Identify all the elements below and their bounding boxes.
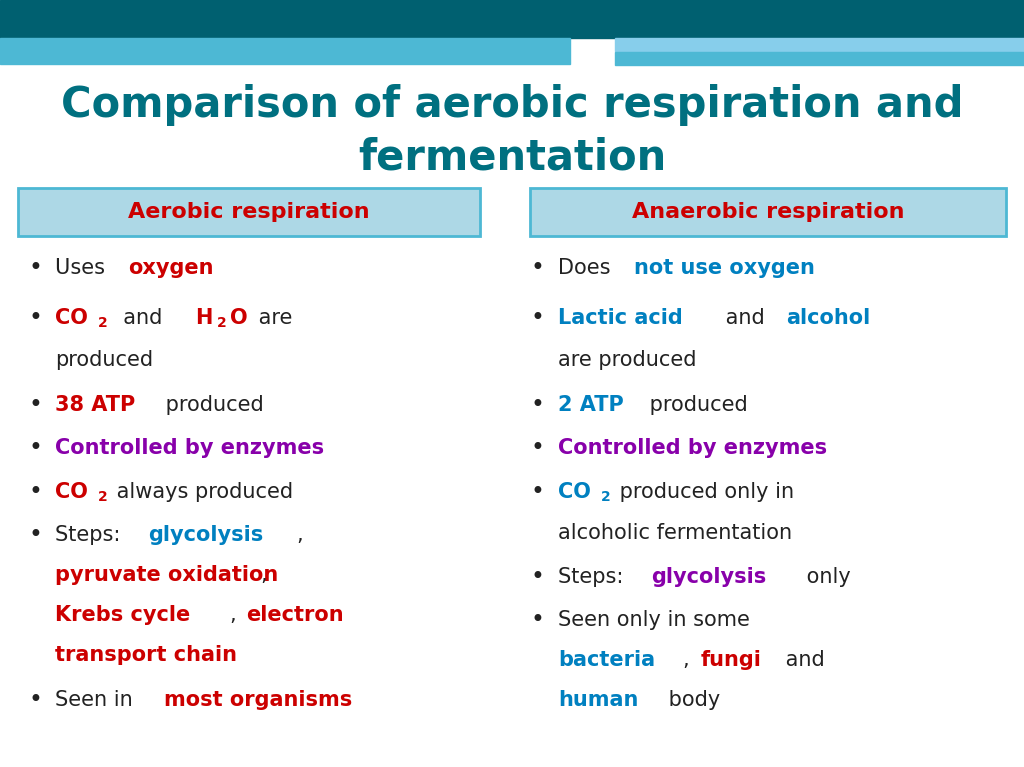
Text: •: • <box>28 688 42 712</box>
Text: 2: 2 <box>217 316 227 330</box>
FancyBboxPatch shape <box>530 188 1006 236</box>
Text: and: and <box>719 308 771 328</box>
Text: 38 ATP: 38 ATP <box>55 395 135 415</box>
Text: produced: produced <box>55 350 154 370</box>
Text: Aerobic respiration: Aerobic respiration <box>128 202 370 222</box>
Text: CO: CO <box>55 308 88 328</box>
Text: Controlled by enzymes: Controlled by enzymes <box>55 438 325 458</box>
Text: Lactic acid: Lactic acid <box>558 308 683 328</box>
Text: Uses: Uses <box>55 258 112 278</box>
Text: Steps:: Steps: <box>55 525 127 545</box>
Text: O: O <box>229 308 248 328</box>
Text: alcohol: alcohol <box>786 308 870 328</box>
Text: 2: 2 <box>97 316 108 330</box>
Text: glycolysis: glycolysis <box>147 525 263 545</box>
Text: oxygen: oxygen <box>128 258 214 278</box>
Text: only: only <box>800 567 850 587</box>
Text: •: • <box>530 608 544 632</box>
Text: Anaerobic respiration: Anaerobic respiration <box>632 202 904 222</box>
Text: 2 ATP: 2 ATP <box>558 395 624 415</box>
Text: fermentation: fermentation <box>357 137 667 179</box>
Text: •: • <box>530 393 544 417</box>
Text: ,: , <box>683 650 696 670</box>
Text: •: • <box>28 256 42 280</box>
Text: electron: electron <box>247 605 344 625</box>
Text: Seen only in some: Seen only in some <box>558 610 750 630</box>
Bar <box>615 38 1024 51</box>
Text: •: • <box>530 436 544 460</box>
Text: transport chain: transport chain <box>55 645 237 665</box>
Text: •: • <box>28 436 42 460</box>
Text: fungi: fungi <box>700 650 761 670</box>
Text: Does: Does <box>558 258 617 278</box>
Text: 2: 2 <box>97 490 108 504</box>
Text: Krebs cycle: Krebs cycle <box>55 605 190 625</box>
Text: human: human <box>558 690 638 710</box>
Text: body: body <box>662 690 720 710</box>
Text: alcoholic fermentation: alcoholic fermentation <box>558 523 793 543</box>
Text: ,: , <box>260 565 266 585</box>
Text: Controlled by enzymes: Controlled by enzymes <box>558 438 827 458</box>
Text: not use oxygen: not use oxygen <box>634 258 815 278</box>
Text: •: • <box>530 306 544 330</box>
Text: •: • <box>530 565 544 589</box>
Bar <box>615 52 1024 65</box>
Bar <box>0 0 1024 38</box>
Text: •: • <box>28 480 42 504</box>
Text: 2: 2 <box>600 490 610 504</box>
Text: Steps:: Steps: <box>558 567 630 587</box>
FancyBboxPatch shape <box>18 188 480 236</box>
Text: •: • <box>28 306 42 330</box>
Text: and: and <box>779 650 824 670</box>
Text: •: • <box>530 256 544 280</box>
Text: ,: , <box>229 605 243 625</box>
Text: •: • <box>28 393 42 417</box>
Text: produced: produced <box>643 395 748 415</box>
Text: •: • <box>530 480 544 504</box>
Text: H: H <box>195 308 212 328</box>
Text: Seen in: Seen in <box>55 690 139 710</box>
Text: pyruvate oxidation: pyruvate oxidation <box>55 565 279 585</box>
Text: •: • <box>28 523 42 547</box>
Text: produced only in: produced only in <box>613 482 795 502</box>
Text: Comparison of aerobic respiration and: Comparison of aerobic respiration and <box>60 84 964 126</box>
Text: most organisms: most organisms <box>164 690 352 710</box>
Text: produced: produced <box>159 395 263 415</box>
Text: CO: CO <box>55 482 88 502</box>
Text: are: are <box>253 308 293 328</box>
Text: glycolysis: glycolysis <box>651 567 766 587</box>
Text: ,: , <box>297 525 303 545</box>
Text: and: and <box>110 308 176 328</box>
Text: always produced: always produced <box>110 482 293 502</box>
Text: are produced: are produced <box>558 350 696 370</box>
Bar <box>0 38 570 64</box>
Text: bacteria: bacteria <box>558 650 655 670</box>
Text: CO: CO <box>558 482 591 502</box>
